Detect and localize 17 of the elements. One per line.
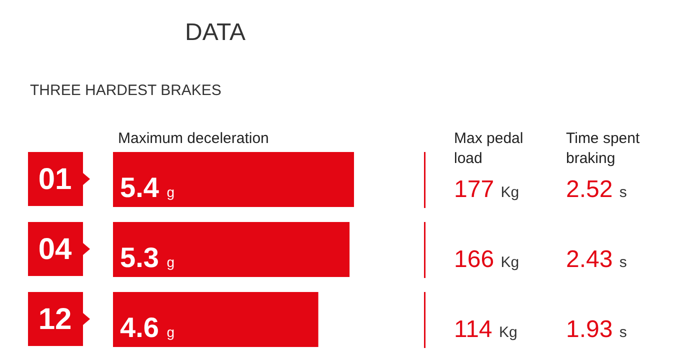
- data-label: 1.93 s: [566, 316, 627, 343]
- data-label: 177 Kg: [454, 176, 520, 203]
- chart-title: DATA: [185, 19, 246, 46]
- text: Time spent braking: [566, 130, 640, 167]
- data-label: 2.52 s: [566, 176, 627, 203]
- data-label: 4.6 g: [120, 312, 174, 343]
- y-tick-label: 01: [38, 163, 72, 196]
- text: Max pedal load: [454, 130, 524, 167]
- data-label: 114 Kg: [454, 316, 518, 343]
- data-label: 5.3 g: [120, 242, 174, 273]
- data-label: 5.4 g: [120, 172, 174, 203]
- y-tick-label: 12: [38, 303, 72, 336]
- chart-subtitle: THREE HARDEST BRAKES: [30, 82, 222, 99]
- y-tick-label: 04: [38, 233, 72, 266]
- data-label: 166 Kg: [454, 246, 520, 273]
- x-axis-title: Maximum deceleration: [118, 130, 269, 147]
- data-label: 2.43 s: [566, 246, 627, 273]
